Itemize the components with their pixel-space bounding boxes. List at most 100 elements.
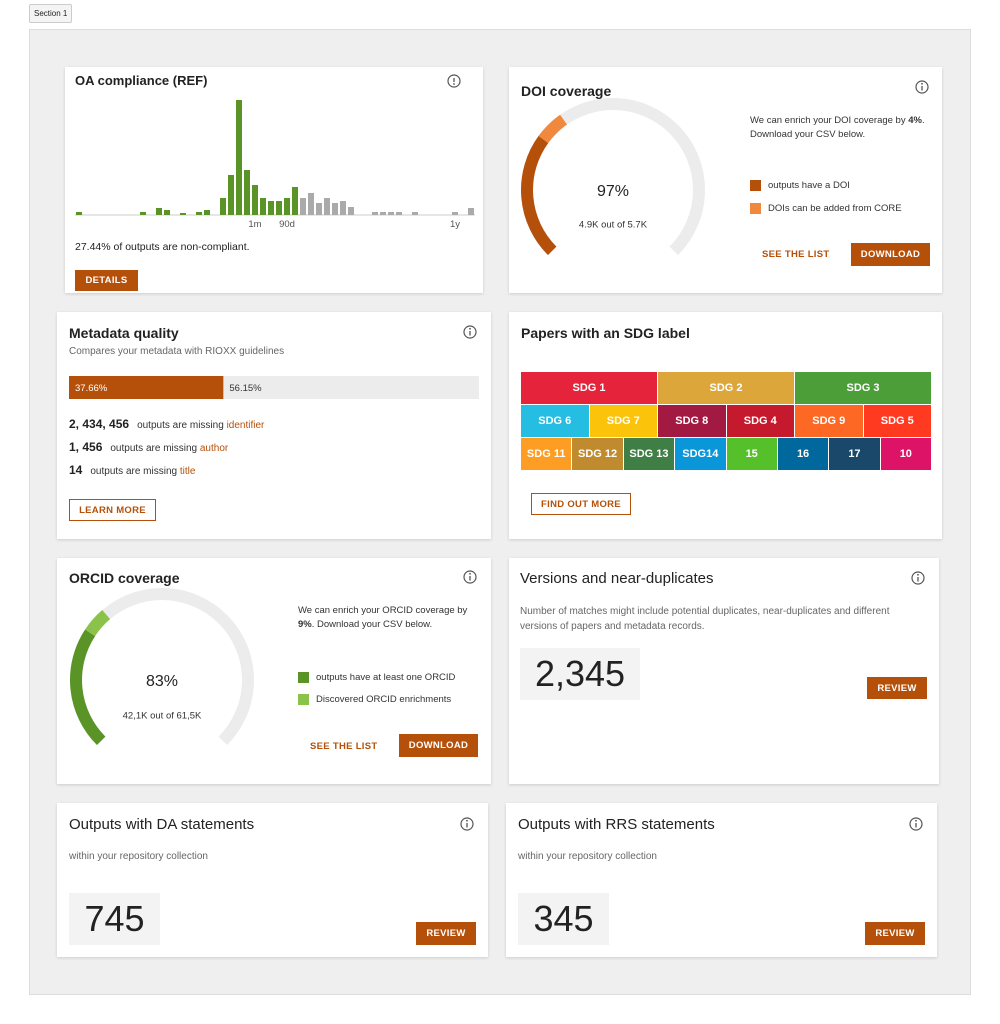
histogram-bar xyxy=(308,193,314,215)
sdg-cell[interactable]: SDG 3 xyxy=(795,372,931,404)
find-out-more-button[interactable]: FIND OUT MORE xyxy=(531,493,631,515)
metadata-row: 1, 456 outputs are missing author xyxy=(69,440,228,454)
info-icon[interactable] xyxy=(463,570,477,584)
x-tick-label: 90d xyxy=(279,219,295,230)
gauge-percent: 83% xyxy=(146,673,178,690)
see-list-link[interactable]: SEE THE LIST xyxy=(762,249,830,260)
sdg-cell[interactable]: SDG 9 xyxy=(795,405,863,437)
card-title: DOI coverage xyxy=(521,83,612,99)
sdg-cell[interactable]: SDG 1 xyxy=(521,372,657,404)
sdg-cell[interactable]: SDG 6 xyxy=(521,405,589,437)
histogram-bar xyxy=(276,201,282,215)
review-button[interactable]: REVIEW xyxy=(416,922,476,945)
count: 345 xyxy=(518,893,609,945)
histogram-bar xyxy=(204,210,210,215)
review-button[interactable]: REVIEW xyxy=(867,677,927,699)
histogram-bar xyxy=(300,198,306,215)
card-title: ORCID coverage xyxy=(69,570,180,586)
sdg-cell[interactable]: SDG14 xyxy=(675,438,726,470)
note: We can enrich your ORCID coverage by 9%.… xyxy=(298,604,483,632)
histogram-bar xyxy=(140,212,146,215)
histogram-bar xyxy=(220,198,226,215)
sdg-cell[interactable]: SDG 11 xyxy=(521,438,572,470)
sdg-cell[interactable]: 17 xyxy=(829,438,880,470)
histogram-bar xyxy=(324,198,330,215)
learn-more-button[interactable]: LEARN MORE xyxy=(69,499,156,521)
orcid-card: ORCID coverage 83% 42,1K out of 61,5K We… xyxy=(57,558,491,784)
row-field: title xyxy=(179,466,196,477)
histogram-bar xyxy=(284,198,290,215)
row-field: author xyxy=(199,443,229,454)
sdg-cell[interactable]: SDG 2 xyxy=(658,372,794,404)
count: 745 xyxy=(69,893,160,945)
histogram-bar xyxy=(292,187,298,215)
info-icon[interactable] xyxy=(447,74,461,88)
note-text: We can enrich your ORCID coverage by xyxy=(298,605,468,616)
card-title: Metadata quality xyxy=(69,325,179,341)
sdg-cell[interactable]: SDG 5 xyxy=(863,405,931,437)
sdg-cell[interactable]: 16 xyxy=(777,438,829,470)
see-list-link[interactable]: SEE THE LIST xyxy=(310,741,378,752)
gauge-arc xyxy=(538,114,568,144)
count: 2,345 xyxy=(520,648,640,700)
histogram-bar xyxy=(76,212,82,215)
sdg-cell[interactable]: SDG 7 xyxy=(589,405,657,437)
row-text: outputs are missing xyxy=(137,420,224,431)
gauge-arc xyxy=(85,610,111,637)
gauge-arc xyxy=(70,629,106,746)
info-icon[interactable] xyxy=(909,817,923,831)
histogram-bar xyxy=(396,212,402,215)
gauge: 83% 42,1K out of 61,5K xyxy=(70,588,254,746)
card-title: Papers with an SDG label xyxy=(521,325,690,341)
info-icon[interactable] xyxy=(463,325,477,339)
versions-card: Versions and near-duplicates Number of m… xyxy=(509,558,939,784)
histogram-bar xyxy=(228,175,234,215)
section-tab[interactable]: Section 1 xyxy=(29,4,73,23)
gauge: 97% 4.9K out of 5.7K xyxy=(521,98,705,256)
legend-item: Discovered ORCID enrichments xyxy=(298,694,451,705)
subtitle: Compares your metadata with RIOXX guidel… xyxy=(69,346,285,357)
histogram-bar xyxy=(348,207,354,215)
oa-card: OA compliance (REF) 1m 90d 1y 27.44% of ou… xyxy=(65,67,483,293)
gauge-arc xyxy=(521,135,557,256)
histogram-bar xyxy=(388,212,394,215)
rrs-card: Outputs with RRS statements within your … xyxy=(506,803,937,957)
info-icon[interactable] xyxy=(915,80,929,94)
info-icon[interactable] xyxy=(460,817,474,831)
histogram-bar xyxy=(196,212,202,215)
histogram-bar xyxy=(380,212,386,215)
histogram-bar xyxy=(260,198,266,215)
histogram-bar xyxy=(372,212,378,215)
info-icon[interactable] xyxy=(911,571,925,585)
sdg-cell[interactable]: SDG 12 xyxy=(572,438,623,470)
sdg-cell[interactable]: SDG 8 xyxy=(658,405,726,437)
review-button[interactable]: REVIEW xyxy=(865,922,925,945)
histogram-bar xyxy=(332,203,338,215)
histogram-bar xyxy=(316,203,322,215)
note-text: . Download your CSV below. xyxy=(311,619,433,630)
card-title: Versions and near-duplicates xyxy=(520,570,714,587)
legend-item: outputs have a DOI xyxy=(750,180,850,191)
sdg-cell[interactable]: 15 xyxy=(726,438,777,470)
subtitle: within your repository collection xyxy=(518,851,657,862)
legend-label: Discovered ORCID enrichments xyxy=(316,694,452,705)
details-button[interactable]: DETAILS xyxy=(75,270,138,291)
histogram-bar xyxy=(412,212,418,215)
sdg-cell[interactable]: SDG 4 xyxy=(726,405,794,437)
note-text: . Download your CSV below. xyxy=(750,115,925,140)
doi-card: DOI coverage 97% 4.9K out of 5.7K We can… xyxy=(509,67,942,293)
histogram-bar xyxy=(468,208,474,215)
x-tick-label: 1y xyxy=(450,219,460,230)
download-button[interactable]: DOWNLOAD xyxy=(851,243,930,266)
gauge-detail: 4.9K out of 5.7K xyxy=(579,220,648,231)
row-field: identifier xyxy=(226,420,265,431)
subtitle: within your repository collection xyxy=(69,851,208,862)
sdg-cell[interactable]: SDG 13 xyxy=(623,438,675,470)
x-tick-label: 1m xyxy=(248,219,261,230)
note: We can enrich your DOI coverage by 4%. D… xyxy=(750,114,935,142)
download-button[interactable]: DOWNLOAD xyxy=(399,734,478,757)
legend-swatch xyxy=(298,694,309,705)
sdg-cell[interactable]: 10 xyxy=(880,438,931,470)
legend-swatch xyxy=(298,672,309,683)
